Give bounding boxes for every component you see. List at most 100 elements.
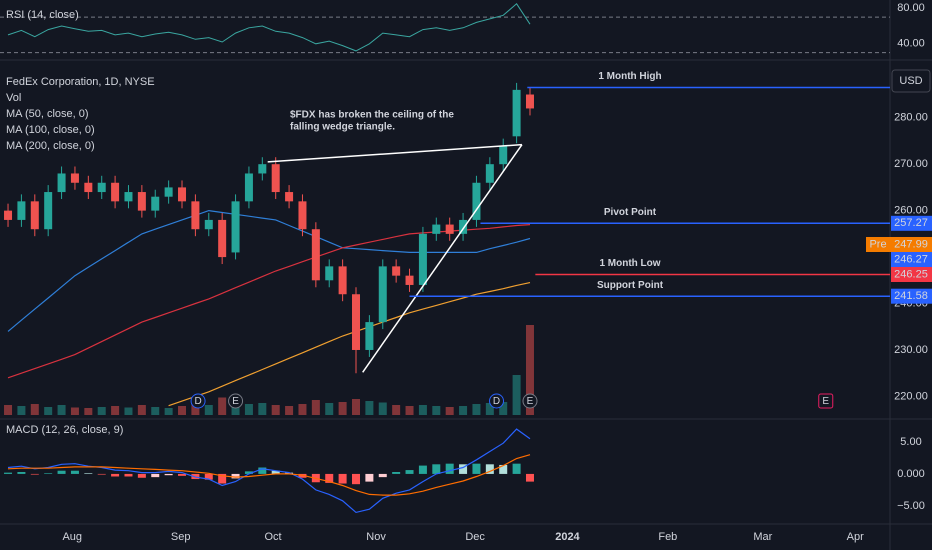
y-tick-label: 230.00 <box>894 344 928 356</box>
volume-bar <box>111 406 120 415</box>
histogram-bar <box>472 463 481 474</box>
candle-body <box>298 201 307 230</box>
histogram-bar <box>124 473 133 477</box>
currency[interactable]: USD <box>899 75 922 87</box>
histogram-bar <box>44 473 53 474</box>
volume-bar <box>218 397 227 415</box>
y-tick-label: −5.00 <box>897 500 925 512</box>
price-label-prefix: Pre <box>869 238 886 250</box>
histogram-bar <box>365 473 374 482</box>
level-label: 1 Month Low <box>599 258 660 269</box>
histogram-bar <box>405 470 414 474</box>
candle-body <box>285 192 294 202</box>
volume-bar <box>392 405 401 415</box>
histogram-bar <box>392 472 401 474</box>
x-tick-label: Apr <box>847 531 864 543</box>
candle-body <box>191 201 200 230</box>
candle-body <box>17 201 26 220</box>
volume-bar <box>525 325 534 415</box>
legend-entry: MA (100, close, 0) <box>6 124 95 136</box>
candle-body <box>445 224 454 234</box>
volume-bar <box>17 406 26 415</box>
price-label-box <box>891 266 932 282</box>
histogram-bar <box>258 467 267 474</box>
histogram-bar <box>218 473 227 484</box>
volume-bar <box>70 407 79 415</box>
level-label: Support Point <box>597 280 664 291</box>
candle-body <box>70 173 79 183</box>
volume-bar <box>432 406 441 415</box>
volume-bar <box>271 405 280 415</box>
volume-bar <box>459 406 468 415</box>
candle-body <box>418 233 427 285</box>
legend-entry: FedEx Corporation, 1D, NYSE <box>6 76 155 88</box>
histogram-bar <box>57 470 66 474</box>
legend-entry: RSI (14, close) <box>6 9 79 21</box>
histogram-bar <box>70 470 79 474</box>
candle-body <box>204 219 213 230</box>
rsi-line <box>7 3 531 52</box>
event-marker <box>190 393 206 409</box>
volume-bar <box>30 404 39 415</box>
volume-bar <box>352 399 360 415</box>
volume-bar <box>258 403 267 415</box>
volume-bar <box>512 375 521 415</box>
histogram-bar <box>4 472 13 474</box>
histogram-bar <box>298 473 307 478</box>
event-label: E <box>232 396 239 407</box>
candle-body <box>44 192 53 230</box>
level-label: Pivot Point <box>604 207 657 218</box>
y-tick-label: 270.00 <box>894 158 928 170</box>
volume-bar <box>4 405 13 415</box>
candle-body <box>378 266 387 323</box>
histogram-bar <box>204 473 213 480</box>
candle-body <box>164 187 173 197</box>
volume-bar <box>137 405 146 415</box>
legend-entry: MA (200, close, 0) <box>6 140 95 152</box>
candle-body <box>137 192 146 211</box>
trendline <box>362 144 523 373</box>
candle-body <box>432 224 441 234</box>
volume-bar <box>472 404 481 415</box>
currency-button[interactable] <box>891 69 931 93</box>
x-tick-label: Mar <box>753 531 772 543</box>
moving-average <box>7 209 531 332</box>
candle-body <box>57 173 66 193</box>
candle-body <box>218 219 227 258</box>
histogram-bar <box>432 464 441 474</box>
y-tick-label: 40.00 <box>897 38 925 50</box>
histogram-bar <box>271 470 280 474</box>
candle-body <box>512 89 521 137</box>
volume-bar <box>378 402 387 415</box>
candle-body <box>151 196 160 211</box>
candle-body <box>338 266 347 295</box>
event-label: D <box>493 396 500 407</box>
histogram-bar <box>325 473 334 483</box>
candle-body <box>525 94 534 109</box>
price-label-box <box>891 288 932 304</box>
histogram-bar <box>231 473 240 479</box>
candle-body <box>365 322 374 350</box>
histogram-bar <box>445 463 454 474</box>
x-tick-label: 2024 <box>555 531 580 543</box>
histogram-bar <box>352 473 360 485</box>
candle-body <box>30 201 39 230</box>
volume-bar <box>285 406 294 415</box>
x-tick-label: Aug <box>62 531 82 543</box>
candle-body <box>311 229 320 281</box>
histogram-bar <box>378 473 387 478</box>
y-tick-label: 80.00 <box>897 2 925 14</box>
candle-body <box>472 182 481 220</box>
histogram-bar <box>151 473 160 478</box>
annotation: $FDX has broken the ceiling of the <box>290 110 454 121</box>
candle-body <box>124 192 133 202</box>
event-marker <box>522 393 538 409</box>
volume-bar <box>418 405 427 415</box>
level-label: 1 Month High <box>598 71 661 82</box>
histogram-bar <box>178 473 187 476</box>
x-tick-label: Oct <box>264 531 281 543</box>
candle-body <box>352 294 360 350</box>
histogram-bar <box>512 463 521 474</box>
volume-bar <box>204 405 213 415</box>
